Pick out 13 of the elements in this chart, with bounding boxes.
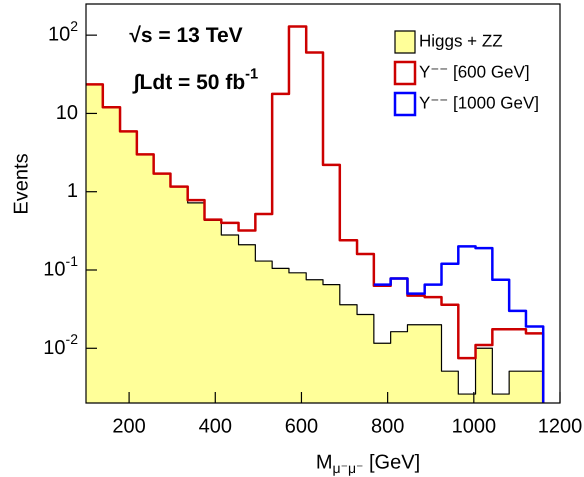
y-tick-label: 10: [56, 102, 78, 124]
annotation: √s = 13 TeV: [129, 24, 243, 47]
legend-label: Y⁻⁻ [600 GeV]: [419, 62, 530, 82]
x-tick-label: 1200: [538, 416, 582, 438]
x-tick-label: 200: [112, 416, 146, 438]
x-tick-label: 1000: [452, 416, 496, 438]
x-tick-label: 400: [198, 416, 232, 438]
legend-label: Y⁻⁻ [1000 GeV]: [419, 94, 540, 113]
x-tick-label: 800: [370, 416, 404, 438]
x-tick-label: 600: [284, 416, 318, 438]
y-tick-label: 1: [66, 180, 78, 202]
y-axis-title: Events: [10, 153, 33, 215]
legend-label: Higgs + ZZ: [419, 32, 503, 51]
